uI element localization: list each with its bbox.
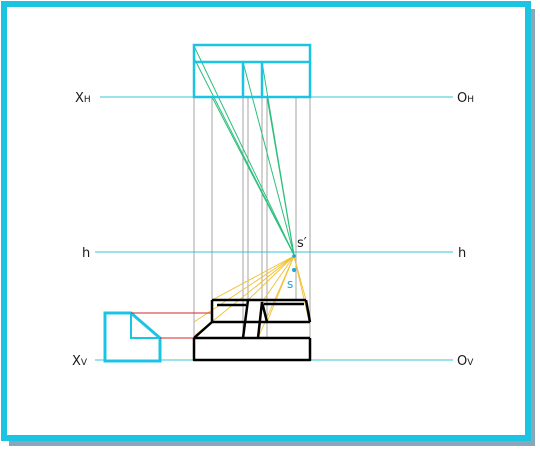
- label-s-prime: s′: [297, 236, 307, 251]
- perspective-object: [192, 298, 312, 362]
- station-point-s-prime: [292, 254, 296, 258]
- ray: [211, 255, 295, 301]
- ray: [193, 45, 295, 256]
- label-ov: OV: [457, 354, 474, 369]
- label-xh: XH: [75, 91, 91, 106]
- side-profile-shape: [103, 311, 162, 363]
- label-xv: XV: [72, 354, 88, 369]
- label-s: s: [287, 277, 293, 291]
- label-h-right: h: [458, 246, 466, 261]
- ray: [242, 61, 295, 256]
- station-point-s: [292, 268, 296, 272]
- groove-right: [256, 301, 264, 339]
- upper-right: [304, 299, 312, 323]
- ray: [257, 255, 295, 339]
- plan-view: [192, 43, 312, 99]
- groove-back: [260, 301, 269, 323]
- ray: [266, 96, 295, 256]
- vertical-projectors: [193, 97, 311, 338]
- ray: [247, 255, 295, 301]
- base-block: [192, 338, 312, 362]
- groove-left: [241, 299, 250, 339]
- ray: [211, 96, 295, 256]
- ray: [193, 255, 295, 323]
- label-h-left: h: [82, 246, 90, 261]
- frame-border: [1, 1, 531, 441]
- reference-lines: [131, 312, 212, 339]
- step-front-left: [193, 321, 213, 339]
- plan-visual-rays: [193, 45, 295, 256]
- frame-background: [4, 4, 528, 438]
- elevation-visual-rays: [193, 255, 311, 339]
- side-profile-inner: [130, 313, 160, 339]
- side-profile: [103, 311, 162, 363]
- label-oh: OH: [457, 91, 474, 106]
- ray: [261, 255, 295, 303]
- plan-outline: [192, 43, 312, 99]
- station-points: [292, 254, 296, 272]
